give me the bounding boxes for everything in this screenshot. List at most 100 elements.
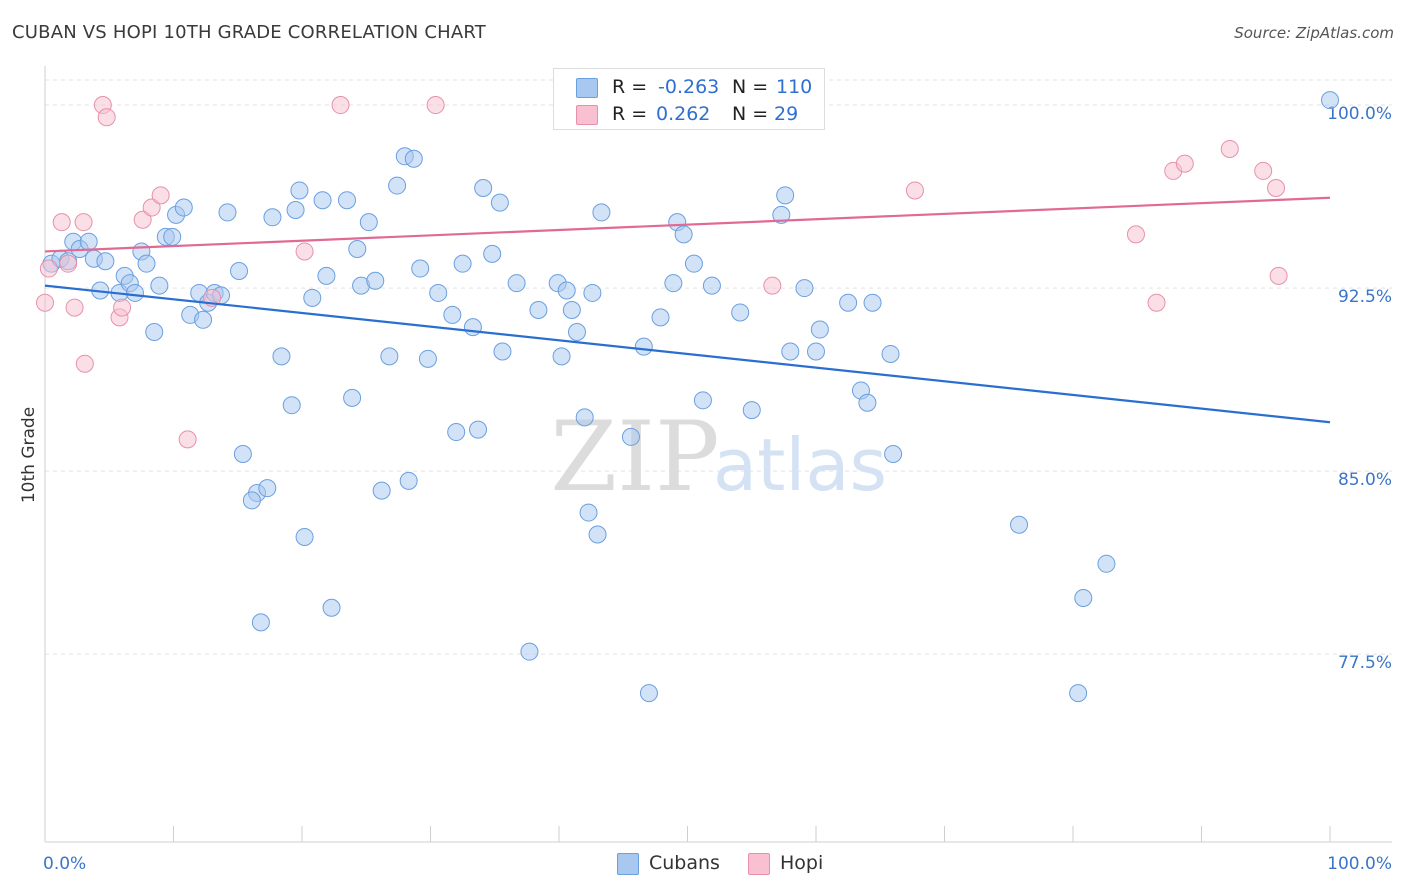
hopi-point (97, 108, 116, 127)
legend-swatch-cubans (576, 78, 598, 98)
cubans-point (490, 193, 509, 212)
hopi-point (142, 198, 161, 217)
cubans-point (1010, 515, 1029, 534)
cubans-point (684, 254, 703, 273)
cubans-point (348, 240, 367, 259)
cubans-point (366, 271, 385, 290)
cubans-point (693, 391, 712, 410)
cubans-point (807, 342, 825, 361)
series-swatch-cubans (617, 853, 639, 875)
axes: 77.5% 85.0% 92.5% 100.0% 0.0% 100.0% (43, 66, 1392, 874)
cubans-point (145, 322, 164, 341)
cubans-point (1069, 684, 1088, 703)
cubans-point (453, 254, 472, 273)
hopi-point (1126, 225, 1145, 244)
cubans-point (507, 274, 526, 293)
cubans-point (411, 259, 430, 278)
cubans-point (810, 320, 829, 339)
cubans-point (651, 308, 670, 327)
cubans-point (359, 213, 378, 232)
cubans-point (1321, 91, 1339, 110)
data-points (36, 91, 1339, 703)
hopi-point (74, 213, 93, 232)
legend-swatch-hopi (576, 105, 598, 125)
cubans-point (290, 181, 309, 200)
cubans-point (621, 427, 640, 446)
cubans-point (163, 227, 182, 246)
cubans-point (520, 642, 539, 661)
hopi-trend-line (44, 196, 1331, 253)
cubans-point (218, 203, 237, 222)
cubans-point (1074, 588, 1093, 607)
cubans-point (372, 481, 391, 500)
cubans-point (781, 342, 800, 361)
series-label-cubans: Cubans (649, 852, 720, 874)
hopi-point (65, 298, 84, 317)
cubans-point (282, 396, 301, 415)
cubans-point (858, 393, 877, 412)
cubans-point (674, 225, 693, 244)
cubans-point (583, 283, 602, 302)
cubans-point (881, 344, 900, 363)
cubans-point (233, 445, 252, 463)
series-label-hopi: Hopi (780, 852, 824, 874)
cubans-point (884, 445, 903, 463)
cubans-point (1097, 554, 1116, 573)
hopi-point (1269, 266, 1288, 285)
cubans-point (639, 684, 658, 703)
cubans-point (429, 283, 448, 302)
cubans-point (474, 179, 493, 198)
chart-title: CUBAN VS HOPI 10TH GRADE CORRELATION CHA… (12, 22, 486, 43)
cubans-point (230, 261, 249, 280)
legend-n-value: 29 (774, 103, 799, 125)
y-axis-label: 10th Grade (19, 407, 39, 503)
source-label: Source: ZipAtlas.com (1234, 24, 1394, 42)
hopi-point (59, 254, 78, 273)
hopi-point (426, 96, 445, 115)
cubans-point (483, 244, 502, 263)
hopi-point (905, 181, 924, 200)
hopi-point (331, 96, 350, 115)
cubans-point (322, 598, 341, 617)
cubans-point (839, 293, 858, 312)
legend-r-label: R = (612, 76, 648, 98)
cubans-point (303, 288, 322, 307)
hopi-point (151, 186, 170, 205)
cubans-point (493, 342, 512, 361)
hopi-point (113, 298, 132, 317)
cubans-point (795, 279, 814, 298)
legend-r-value: -0.263 (658, 76, 720, 98)
watermark: ZIP atlas (550, 401, 887, 513)
cubans-point (447, 423, 466, 442)
hopi-point (1220, 139, 1239, 158)
cubans-point (567, 322, 586, 341)
cubans-point (125, 283, 144, 302)
hopi-point (39, 259, 58, 278)
x-tick-label: 100.0% (1327, 854, 1392, 874)
cubans-point (343, 388, 362, 407)
cubans-point (399, 471, 418, 490)
cubans-point (272, 347, 291, 366)
y-tick-label: 77.5% (1338, 653, 1392, 673)
hopi-point (763, 276, 782, 295)
cubans-point (772, 205, 791, 224)
hopi-point (52, 213, 71, 232)
cubans-point (96, 252, 115, 271)
legend-n-value: 110 (776, 76, 813, 98)
cubans-point (295, 527, 314, 546)
cubans-point (742, 401, 761, 420)
hopi-point (1267, 179, 1286, 198)
cubans-point (242, 491, 261, 510)
trend-lines (44, 196, 1331, 424)
cubans-point (263, 208, 282, 227)
watermark-atlas: atlas (713, 423, 887, 507)
cubans-point (337, 191, 356, 210)
cubans-point (463, 318, 482, 337)
cubans-point (592, 203, 611, 222)
cubans-point (79, 232, 98, 251)
x-tick-label: 0.0% (43, 854, 86, 874)
hopi-point (1254, 161, 1273, 180)
cubans-point (562, 301, 581, 320)
cubans-point (286, 200, 305, 219)
